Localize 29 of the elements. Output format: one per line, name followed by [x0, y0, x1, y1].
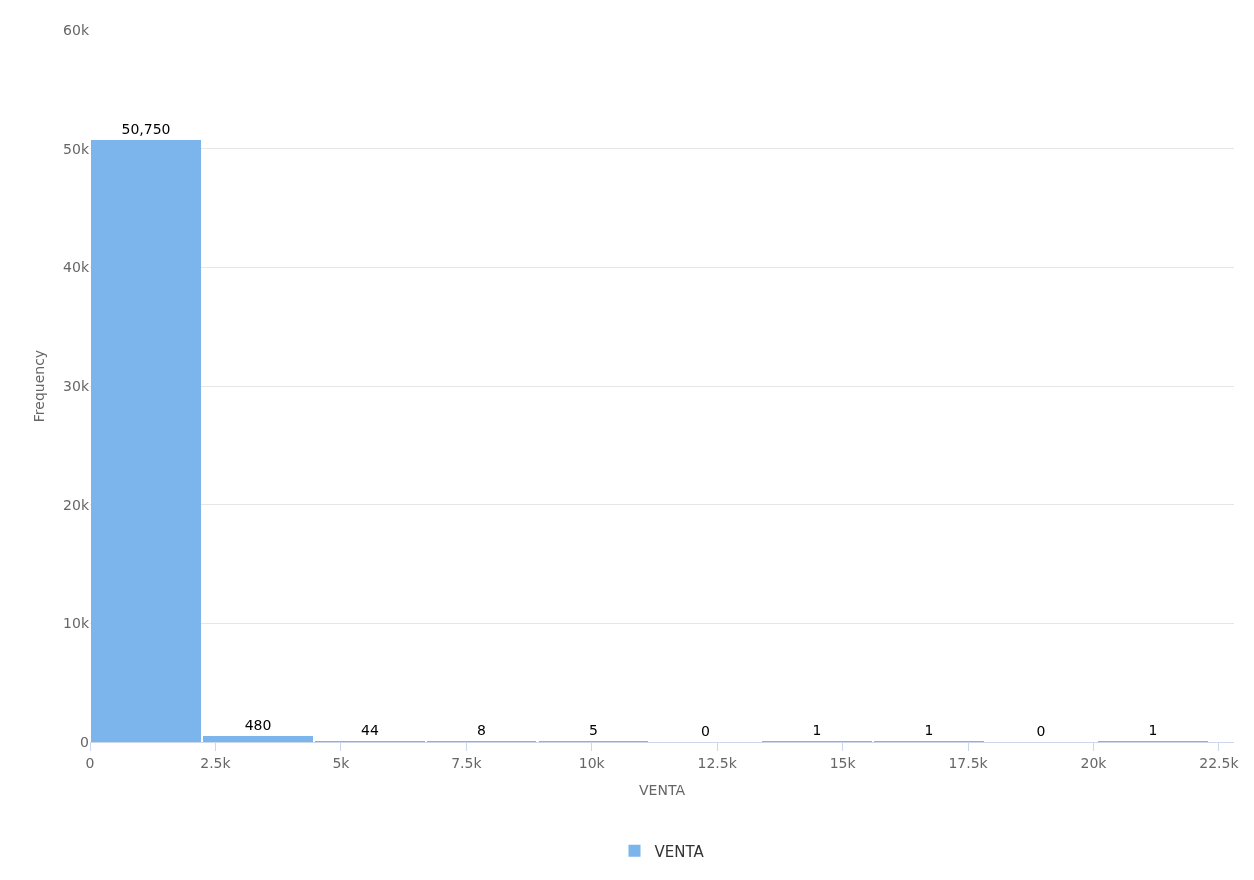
- x-axis-title: VENTA: [639, 782, 686, 799]
- x-tick-label: 22.5k: [1199, 754, 1240, 771]
- data-label: 1: [1148, 722, 1158, 738]
- legend-label: VENTA: [654, 842, 705, 861]
- data-label: 480: [244, 717, 272, 733]
- y-tick-label: 0: [80, 733, 89, 750]
- y-tick-label: 50k: [63, 140, 90, 157]
- data-label: 0: [1036, 723, 1046, 739]
- y-tick-label: 60k: [63, 21, 90, 38]
- data-label: 5: [589, 722, 598, 738]
- x-tick-label: 5k: [332, 754, 351, 771]
- x-tick-label: 10k: [578, 754, 606, 771]
- x-tick-label: 12.5k: [697, 754, 738, 771]
- data-label: 0: [701, 723, 710, 739]
- data-label: 44: [361, 722, 379, 738]
- x-tick-label: 2.5k: [200, 754, 232, 771]
- data-label: 1: [812, 722, 822, 738]
- data-label: 50,750: [121, 121, 171, 137]
- x-tick-label: 15k: [829, 754, 857, 771]
- y-tick-label: 30k: [63, 377, 90, 394]
- x-tick-label: 7.5k: [451, 754, 483, 771]
- x-tick-label: 17.5k: [948, 754, 989, 771]
- x-tick-label: 20k: [1080, 754, 1108, 771]
- y-axis-title: Frequency: [30, 349, 47, 423]
- y-tick-label: 20k: [63, 496, 90, 513]
- data-label: 1: [924, 722, 934, 738]
- data-label: 8: [477, 722, 486, 738]
- y-tick-label: 40k: [63, 259, 90, 276]
- y-tick-label: 10k: [63, 615, 90, 632]
